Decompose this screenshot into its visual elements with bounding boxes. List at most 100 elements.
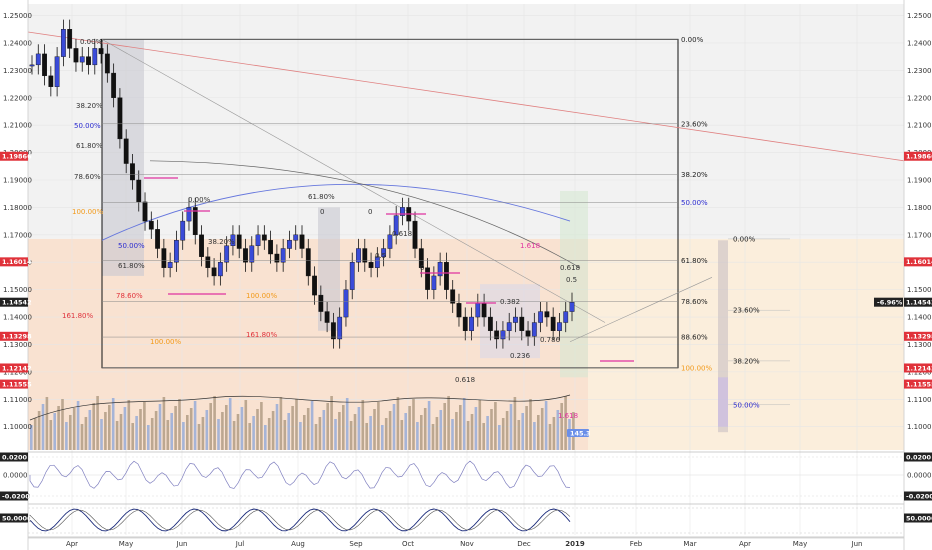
volume-bar — [306, 408, 310, 450]
volume-bar — [513, 397, 517, 450]
volume-bar — [420, 415, 423, 450]
time-axis: Apr May Jun Jul Aug Sep Oct Nov Dec 2019 Feb Mar Apr… — [28, 537, 904, 548]
pane1-oscillator — [29, 460, 571, 489]
candle-body — [293, 234, 299, 241]
volume-bar — [279, 397, 283, 450]
candle-body — [418, 248, 424, 268]
candle-body — [481, 303, 487, 318]
candle-body — [374, 256, 380, 268]
volume-bar — [150, 418, 154, 450]
left-price-tick-0: 1.25000 — [3, 12, 32, 20]
volume-bar — [248, 423, 251, 450]
left-ind1-badge-0 — [0, 452, 28, 462]
right-price-badge-text-4: 1.12142 — [906, 364, 932, 372]
left-price-badge-text-1: 1.16014 — [2, 258, 32, 266]
fib-pct-label-1: 38.20% — [76, 102, 103, 110]
right-price-tick-10: 1.15000 — [907, 286, 932, 294]
volume-bar — [439, 410, 443, 450]
right-price-tick-0: 1.25000 — [907, 12, 932, 20]
candle-body — [249, 245, 255, 263]
volume-bar — [100, 419, 103, 450]
volume-bar — [295, 399, 298, 450]
volume-bar — [455, 412, 458, 450]
volume-bar — [494, 402, 497, 450]
volume-bar — [533, 422, 536, 450]
fib-annotations: 0.00% 23.60% 38.20% 50.00% 61.80% 78.60% 88.60… — [62, 36, 790, 420]
gray-trendline-2 — [569, 277, 713, 342]
candle-body — [324, 311, 330, 323]
right-ind1-badge-0 — [904, 452, 932, 462]
candle-body — [538, 311, 544, 323]
volume-bar — [303, 415, 306, 450]
right-price-tick-4: 1.21000 — [907, 122, 932, 130]
volume-bar — [275, 404, 279, 450]
volume-bar — [412, 399, 415, 450]
candle-body — [104, 53, 110, 74]
volume-bar — [256, 409, 259, 450]
grid — [28, 4, 904, 535]
candle-body — [48, 75, 54, 87]
volume-bar — [158, 404, 162, 450]
volume-bar — [33, 418, 37, 450]
volume-bar — [104, 412, 107, 450]
volume-bar — [291, 406, 294, 450]
candle-body — [462, 316, 468, 331]
volume-bar — [431, 424, 435, 450]
volume-bar — [466, 421, 470, 450]
fib-pct-label-2: 50.00% — [74, 122, 101, 130]
volume-bar — [505, 411, 509, 450]
candle-body — [92, 48, 98, 66]
candle-body — [60, 29, 66, 57]
left-price-tick-7: 1.18000 — [3, 204, 32, 212]
right-price-tick-12: 1.13000 — [907, 341, 932, 349]
volume-bar — [267, 418, 271, 450]
volume-ma — [29, 394, 571, 421]
volume-bar — [423, 408, 427, 450]
volume-bar — [498, 425, 501, 450]
left-price-tick-15: 1.10000 — [3, 423, 32, 431]
candle-body — [67, 29, 73, 49]
fib-ratio-label-0: 0 — [320, 208, 324, 216]
time-label-12: Apr — [739, 540, 751, 548]
candle-body — [243, 248, 248, 263]
volume-bar — [474, 407, 478, 450]
volume-bar — [61, 399, 64, 450]
shaded-zones — [102, 39, 728, 433]
candle-body — [268, 240, 274, 255]
candle-body — [205, 256, 211, 268]
zone-0 — [102, 39, 144, 276]
box-fib-label-4: 61.80% — [681, 257, 708, 265]
volume-bar — [80, 424, 84, 450]
fib-ratio-label-12: 1.618 — [558, 412, 578, 420]
time-label-4: Aug — [291, 540, 305, 548]
volume-bar — [30, 425, 33, 450]
volume-bar — [318, 417, 322, 450]
right-ind1-badge-1 — [904, 491, 932, 501]
candle-body — [29, 64, 35, 67]
volume-bar — [283, 420, 287, 450]
fib-ratio-label-10: 1.618 — [520, 242, 540, 250]
volume-bars — [29, 394, 575, 450]
candle-body — [563, 311, 569, 323]
volume-bar — [72, 408, 76, 450]
volume-bar — [264, 425, 267, 450]
volume-bar — [201, 417, 205, 450]
volume-bar — [345, 398, 349, 450]
candle-body — [349, 262, 355, 290]
volume-bar — [244, 400, 248, 450]
volume-bar — [84, 417, 88, 450]
volume-bar — [540, 408, 544, 450]
right-fib-label-3: 50.00% — [733, 401, 760, 409]
volume-bar — [416, 422, 419, 450]
time-label-9: 2019 — [565, 540, 585, 548]
volume-bar — [373, 409, 376, 450]
left-price-tick-8: 1.17000 — [3, 231, 32, 239]
right-price-tick-2: 1.23000 — [907, 67, 932, 75]
zone-5 — [718, 377, 728, 427]
candle-body — [506, 322, 512, 331]
candle-body — [494, 330, 500, 340]
volume-bar — [334, 419, 337, 450]
volume-bar — [509, 404, 513, 450]
candle-body — [312, 275, 317, 296]
